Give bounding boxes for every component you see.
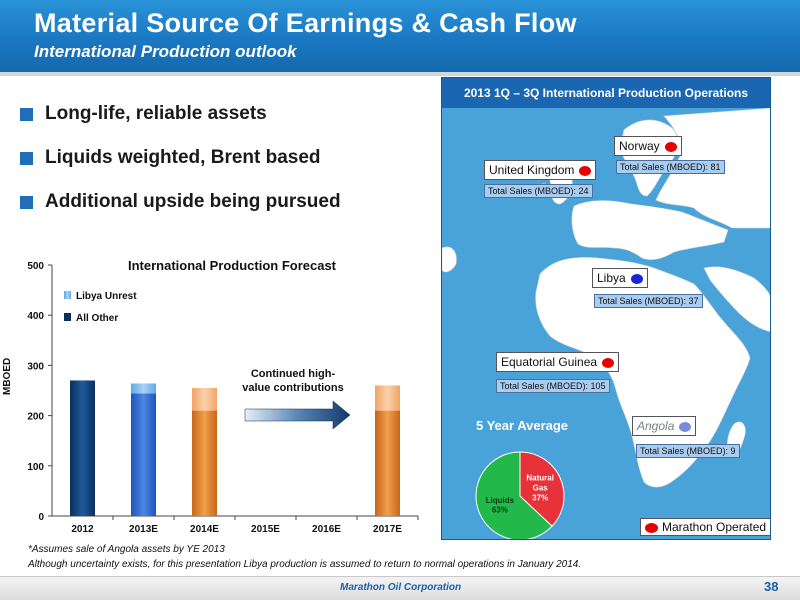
operated-marker-icon	[645, 522, 658, 533]
y-tick-label: 0	[38, 512, 44, 523]
bar-all-other	[375, 410, 400, 516]
bullet-item: Liquids weighted, Brent based	[20, 136, 420, 180]
slide-header: Material Source Of Earnings & Cash Flow …	[0, 0, 800, 72]
sales-prefix: Total Sales (MBOED):	[500, 381, 589, 391]
non-operated-marker-icon	[630, 273, 643, 284]
pie-value-label: 37%	[532, 493, 548, 502]
bar-libya-unrest	[375, 385, 400, 411]
annotation-line-2: value contributions	[242, 382, 343, 394]
sales-value: 81	[710, 162, 721, 172]
country-label-libya: Libya	[592, 268, 648, 288]
y-tick-label: 100	[27, 462, 44, 473]
square-bullet-icon	[20, 107, 33, 121]
map-panel: 2013 1Q – 3Q International Production Op…	[441, 77, 771, 540]
bar-all-other	[192, 410, 217, 516]
bar-chart-svg: International Production Forecast 0 100 20…	[27, 258, 419, 535]
sales-label-norway: Total Sales (MBOED): 81	[616, 160, 725, 174]
country-name: United Kingdom	[489, 163, 575, 177]
slide-title: Material Source Of Earnings & Cash Flow	[34, 8, 577, 38]
sales-prefix: Total Sales (MBOED):	[620, 162, 709, 172]
x-tick-label: 2012	[71, 524, 94, 535]
square-bullet-icon	[20, 151, 33, 165]
y-tick-label: 200	[27, 412, 44, 423]
sales-label-equatorial-guinea: Total Sales (MBOED): 105	[496, 379, 610, 393]
pie-slice-natural-gas	[519, 451, 565, 527]
bullet-item: Additional upside being pursued	[20, 180, 420, 224]
bullet-text: Additional upside being pursued	[45, 191, 341, 212]
pie-slice-liquids	[475, 451, 553, 539]
country-label-norway: Norway	[614, 136, 682, 156]
sales-label-libya: Total Sales (MBOED): 37	[594, 294, 703, 308]
x-tick-label: 2017E	[373, 524, 402, 535]
square-bullet-icon	[20, 195, 33, 209]
company-name: Marathon Oil Corporation	[340, 582, 462, 593]
y-tick-label: 500	[27, 261, 44, 272]
legend-swatch-all-other	[64, 313, 71, 321]
bullet-list: Long-life, reliable assets Liquids weigh…	[20, 92, 420, 224]
sales-value: 37	[688, 296, 699, 306]
y-tick-label: 400	[27, 311, 44, 322]
pie-value-label: 63%	[492, 506, 508, 515]
operated-marker-icon	[664, 141, 677, 152]
x-tick-label: 2014E	[190, 524, 219, 535]
x-tick-label: 2015E	[251, 524, 280, 535]
bar-all-other	[131, 393, 156, 516]
slide-subtitle: International Production outlook	[34, 42, 297, 61]
legend-label-libya-unrest: Libya Unrest	[76, 291, 137, 302]
bullet-text: Long-life, reliable assets	[45, 103, 267, 124]
x-tick-label: 2013E	[129, 524, 158, 535]
chart-title: International Production Forecast	[128, 258, 337, 273]
bar-libya-unrest	[192, 387, 217, 411]
sales-label-united-kingdom: Total Sales (MBOED): 24	[484, 184, 593, 198]
operated-marker-icon	[602, 357, 615, 368]
bar-libya-unrest	[131, 383, 156, 394]
continued-arrow-icon	[244, 400, 351, 430]
bar-all-other	[70, 380, 95, 516]
x-tick-label: 2016E	[312, 524, 341, 535]
sales-label-angola: Total Sales (MBOED): 9	[636, 444, 740, 458]
sales-value: 9	[730, 446, 736, 456]
country-label-united-kingdom: United Kingdom	[484, 160, 597, 180]
sales-prefix: Total Sales (MBOED):	[598, 296, 687, 306]
legend-swatch-libya-unrest	[64, 291, 71, 299]
pie-label: Natural Gas 37%	[526, 473, 554, 502]
country-label-equatorial-guinea: Equatorial Guinea	[496, 352, 620, 372]
map-legend: Marathon Operated	[640, 518, 770, 536]
map-title: 2013 1Q – 3Q International Production Op…	[442, 78, 770, 108]
page-number: 38	[764, 579, 779, 594]
country-name: Norway	[619, 139, 660, 153]
country-name: Libya	[597, 271, 626, 285]
footnote-libya: Although uncertainty exists, for this pr…	[28, 559, 582, 570]
country-name: Angola	[637, 419, 675, 433]
sales-value: 24	[578, 186, 589, 196]
sales-prefix: Total Sales (MBOED):	[488, 186, 577, 196]
annotation-line-1: Continued high-	[251, 368, 336, 380]
slide-footer: Marathon Oil Corporation 38	[0, 576, 800, 600]
bullet-item: Long-life, reliable assets	[20, 92, 420, 136]
y-tick-label: 300	[27, 361, 44, 372]
divested-marker-icon	[679, 421, 692, 432]
sales-value: 105	[590, 381, 606, 391]
operated-marker-icon	[579, 165, 592, 176]
sales-prefix: Total Sales (MBOED):	[640, 446, 729, 456]
country-label-angola: Angola	[632, 416, 697, 436]
production-forecast-chart: International Production Forecast 0 100 20…	[0, 250, 430, 540]
header-divider	[0, 72, 800, 76]
country-name: Equatorial Guinea	[501, 355, 598, 369]
pie-label: Liquids 63%	[486, 496, 515, 515]
map-legend-label: Marathon Operated	[662, 520, 767, 534]
chart-y-axis-label: MBOED	[2, 357, 13, 395]
bullet-text: Liquids weighted, Brent based	[45, 147, 321, 168]
legend-label-all-other: All Other	[76, 313, 118, 324]
pie-chart-title: 5 Year Average	[476, 418, 569, 433]
footnote-angola: *Assumes sale of Angola assets by YE 201…	[28, 544, 225, 555]
